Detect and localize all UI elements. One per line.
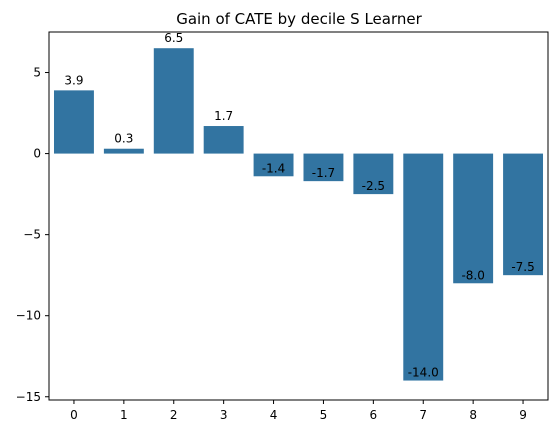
data-label-2: 6.5 [164, 31, 183, 45]
data-label-9: -7.5 [511, 260, 534, 274]
x-tick-label-0: 0 [70, 408, 78, 422]
bar-8 [453, 153, 494, 284]
x-tick-label-4: 4 [270, 408, 278, 422]
data-label-1: 0.3 [114, 132, 133, 146]
bar-5 [303, 153, 344, 182]
y-tick-label--5: −5 [23, 228, 41, 242]
bar-6 [353, 153, 394, 195]
data-label-0: 3.9 [64, 73, 83, 87]
chart-title: Gain of CATE by decile S Learner [176, 10, 422, 28]
data-label-7: -14.0 [408, 366, 439, 380]
bar-4 [253, 153, 294, 177]
data-label-6: -2.5 [362, 179, 385, 193]
y-tick-label--15: −15 [16, 390, 41, 404]
x-tick-label-2: 2 [170, 408, 178, 422]
bar-0 [53, 90, 94, 154]
data-label-4: -1.4 [262, 161, 285, 175]
bar-3 [203, 126, 244, 154]
y-tick-label-5: 5 [33, 66, 41, 80]
x-tick-label-8: 8 [469, 408, 477, 422]
bar-2 [153, 48, 194, 154]
axes-layer: 0 1 2 3 4 5 6 7 8 9 −15 −10 −5 0 5 [16, 31, 549, 422]
y-tick-label--10: −10 [16, 309, 41, 323]
bar-7 [403, 153, 444, 381]
bars-layer [53, 48, 544, 381]
x-tick-label-3: 3 [220, 408, 228, 422]
data-labels-layer: 3.9 0.3 6.5 1.7 -1.4 -1.7 -2.5 -14.0 -8.0 -7.5 [64, 31, 534, 379]
bar-1 [103, 148, 144, 154]
data-label-8: -8.0 [461, 268, 484, 282]
x-tick-label-7: 7 [419, 408, 427, 422]
y-tick-label-0: 0 [33, 147, 41, 161]
x-tick-label-1: 1 [120, 408, 128, 422]
x-tick-label-6: 6 [370, 408, 378, 422]
bar-9 [503, 153, 544, 276]
x-tick-label-9: 9 [519, 408, 527, 422]
x-tick-label-5: 5 [320, 408, 328, 422]
data-label-5: -1.7 [312, 166, 335, 180]
data-label-3: 1.7 [214, 109, 233, 123]
plot-frame [48, 31, 549, 401]
